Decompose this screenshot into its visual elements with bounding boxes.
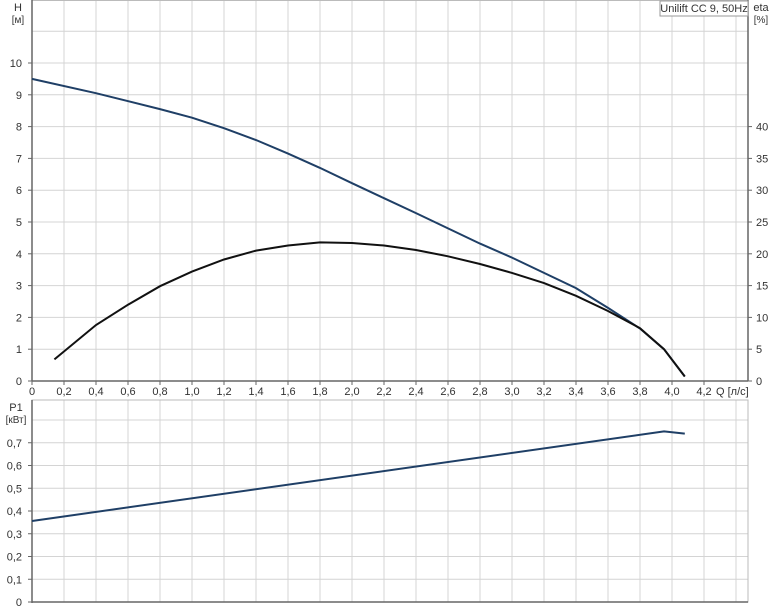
x-tick-label: 1,2 bbox=[216, 386, 231, 398]
x-tick-label: 3,0 bbox=[504, 386, 519, 398]
eta-tick-label: 0 bbox=[756, 376, 762, 388]
h-tick-label: 9 bbox=[16, 90, 22, 102]
x-tick-label: 3,8 bbox=[632, 386, 647, 398]
x-tick-label: 1,6 bbox=[280, 386, 295, 398]
eta-tick-label: 35 bbox=[756, 153, 768, 165]
x-tick-label: 0,4 bbox=[88, 386, 103, 398]
h-tick-label: 4 bbox=[16, 249, 22, 261]
curves bbox=[31, 77, 686, 522]
legend-box: Unilift CC 9, 50Hz bbox=[659, 0, 749, 17]
x-tick-label: 1,0 bbox=[184, 386, 199, 398]
eta-tick-label: 25 bbox=[756, 217, 768, 229]
x-tick-label: 3,4 bbox=[568, 386, 583, 398]
p1-tick-label: 0,3 bbox=[7, 529, 22, 541]
p1-axis-label: P1 [кВт] bbox=[6, 402, 27, 426]
bottom-plot-frame bbox=[31, 399, 749, 603]
x-tick-label: 0,2 bbox=[56, 386, 71, 398]
q-axis-label: Q [л/с] bbox=[716, 386, 749, 398]
x-tick-label: 2,2 bbox=[376, 386, 391, 398]
p1-tick-label: 0,6 bbox=[7, 461, 22, 473]
x-tick-label: 2,4 bbox=[408, 386, 423, 398]
eta-tick-label: 5 bbox=[756, 344, 762, 356]
top-plot-frame bbox=[31, 0, 749, 382]
h-tick-label: 7 bbox=[16, 153, 22, 165]
x-tick-label: 2,0 bbox=[344, 386, 359, 398]
chart-title: Unilift CC 9, 50Hz bbox=[660, 3, 747, 15]
p1-tick-label: 0 bbox=[16, 597, 22, 609]
eta-tick-label: 20 bbox=[756, 249, 768, 261]
p1-tick-label: 0,2 bbox=[7, 552, 22, 564]
x-tick-label: 1,8 bbox=[312, 386, 327, 398]
x-tick-label: 1,4 bbox=[248, 386, 263, 398]
p1-tick-label: 0,5 bbox=[7, 483, 22, 495]
frames bbox=[31, 0, 749, 603]
x-tick-label: 0 bbox=[29, 386, 35, 398]
h-tick-label: 5 bbox=[16, 217, 22, 229]
x-tick-label: 3,6 bbox=[600, 386, 615, 398]
h-curve bbox=[31, 77, 686, 378]
eta-tick-label: 40 bbox=[756, 122, 768, 134]
h-tick-label: 0 bbox=[16, 376, 22, 388]
eta-tick-label: 30 bbox=[756, 185, 768, 197]
eta-tick-label: 15 bbox=[756, 281, 768, 293]
x-tick-label: 0,6 bbox=[120, 386, 135, 398]
p1-tick-label: 0,7 bbox=[7, 438, 22, 450]
p1-tick-label: 0,4 bbox=[7, 506, 22, 518]
ticks: 0 0,2 0,4 0,6 0,8 1,0 1,2 1,4 1,6 1,8 2,0 2,2 2,4 2,6… bbox=[7, 58, 769, 609]
x-tick-label: 4,0 bbox=[664, 386, 679, 398]
x-tick-label: 4,2 bbox=[696, 386, 711, 398]
x-tick-label: 2,6 bbox=[440, 386, 455, 398]
h-tick-label: 2 bbox=[16, 312, 22, 324]
h-tick-label: 8 bbox=[16, 122, 22, 134]
h-tick-label: 10 bbox=[10, 58, 22, 70]
h-axis-label-h: H [м] bbox=[12, 2, 25, 26]
h-tick-label: 3 bbox=[16, 281, 22, 293]
grid bbox=[32, 0, 748, 602]
h-tick-label: 1 bbox=[16, 344, 22, 356]
x-tick-label: 2,8 bbox=[472, 386, 487, 398]
p1-curve bbox=[31, 430, 685, 522]
h-tick-label: 6 bbox=[16, 185, 22, 197]
eta-curve bbox=[53, 241, 686, 378]
p1-tick-label: 0,1 bbox=[7, 574, 22, 586]
x-tick-label: 3,2 bbox=[536, 386, 551, 398]
eta-tick-label: 10 bbox=[756, 312, 768, 324]
eta-axis-label: eta [%] bbox=[753, 2, 769, 26]
x-tick-label: 0,8 bbox=[152, 386, 167, 398]
